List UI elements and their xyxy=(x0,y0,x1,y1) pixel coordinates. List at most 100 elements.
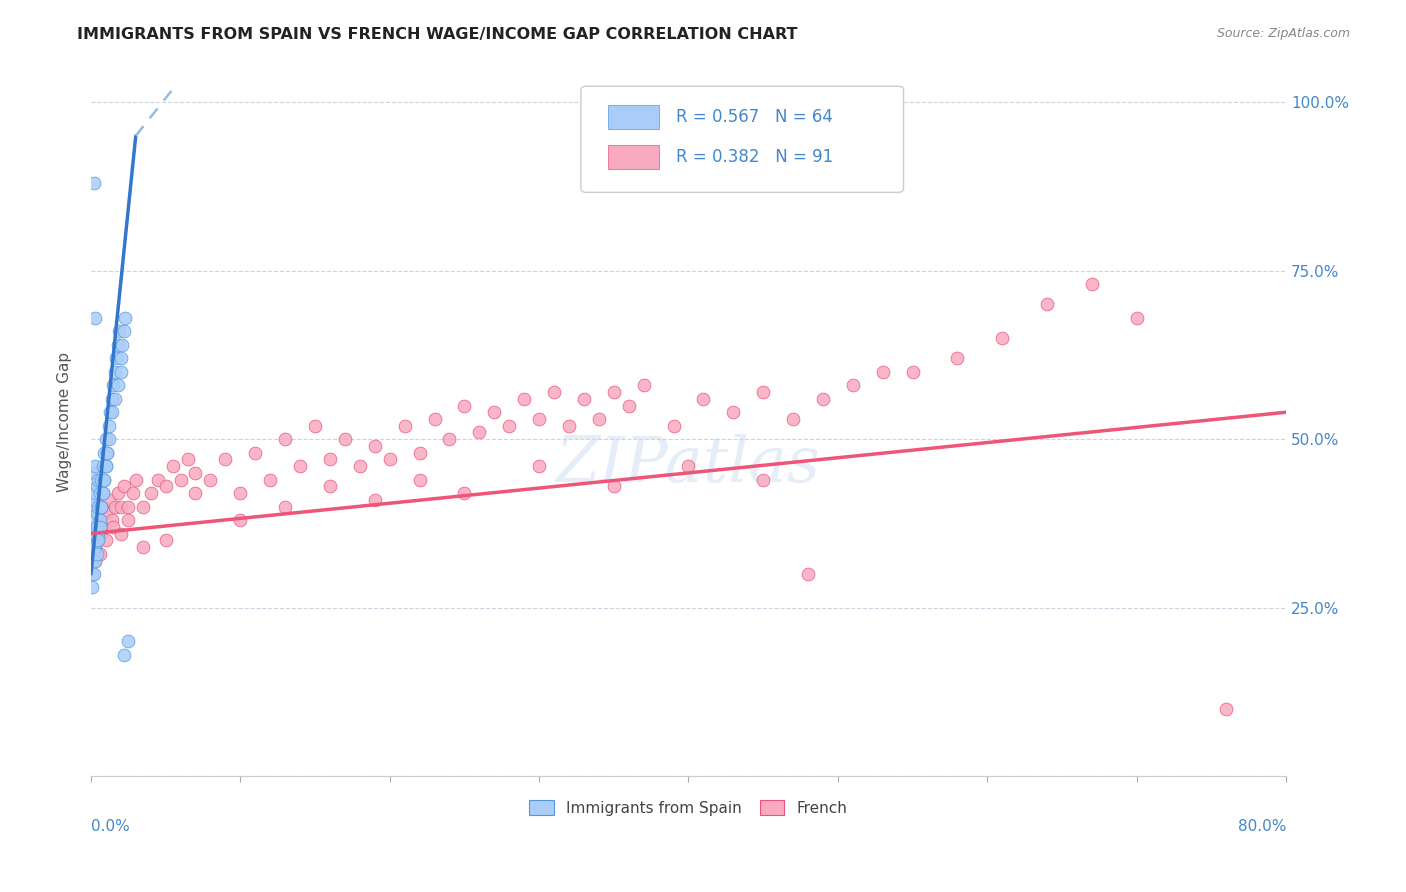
Point xyxy=(146,473,169,487)
Point xyxy=(811,392,834,406)
Point xyxy=(125,473,148,487)
Point xyxy=(90,500,112,514)
Point xyxy=(259,473,281,487)
Point xyxy=(101,392,124,406)
Point xyxy=(104,500,127,514)
Point xyxy=(797,566,820,581)
Point xyxy=(82,553,104,567)
Point xyxy=(1081,277,1104,292)
Point xyxy=(245,445,267,459)
Point xyxy=(288,459,311,474)
Point xyxy=(107,486,129,500)
FancyBboxPatch shape xyxy=(581,87,904,193)
Point xyxy=(155,533,177,548)
Point xyxy=(214,452,236,467)
Point xyxy=(91,500,114,514)
Point xyxy=(111,338,134,352)
Point xyxy=(782,412,804,426)
Point xyxy=(82,581,104,595)
Point xyxy=(93,473,115,487)
Point xyxy=(527,412,550,426)
Point xyxy=(112,648,135,662)
Point xyxy=(83,540,105,554)
Point xyxy=(83,547,105,561)
Text: IMMIGRANTS FROM SPAIN VS FRENCH WAGE/INCOME GAP CORRELATION CHART: IMMIGRANTS FROM SPAIN VS FRENCH WAGE/INC… xyxy=(77,27,797,42)
Point xyxy=(87,533,110,548)
Point xyxy=(453,486,475,500)
Point xyxy=(229,513,252,527)
Point xyxy=(110,351,132,366)
Point xyxy=(83,176,105,190)
Point xyxy=(117,513,139,527)
Point xyxy=(83,566,105,581)
Point xyxy=(752,384,775,399)
Point xyxy=(114,310,136,325)
Point xyxy=(87,533,110,548)
Point xyxy=(83,526,105,541)
Point xyxy=(93,520,115,534)
Point xyxy=(378,452,401,467)
Point xyxy=(110,526,132,541)
Point xyxy=(87,473,110,487)
Text: R = 0.567   N = 64: R = 0.567 N = 64 xyxy=(676,108,834,126)
Point xyxy=(97,432,120,446)
Point xyxy=(96,445,118,459)
Point xyxy=(101,513,124,527)
Point xyxy=(423,412,446,426)
Point xyxy=(93,445,115,459)
Point xyxy=(87,500,110,514)
Point xyxy=(84,310,107,325)
Point xyxy=(200,473,222,487)
Text: 80.0%: 80.0% xyxy=(1237,819,1286,834)
FancyBboxPatch shape xyxy=(609,104,658,128)
Point xyxy=(91,459,114,474)
Point xyxy=(84,526,107,541)
Point xyxy=(513,392,536,406)
Point xyxy=(108,324,131,338)
Point xyxy=(946,351,969,366)
Point xyxy=(110,365,132,379)
Point xyxy=(104,365,127,379)
Point xyxy=(107,338,129,352)
Point xyxy=(117,500,139,514)
Y-axis label: Wage/Income Gap: Wage/Income Gap xyxy=(58,352,72,492)
Point xyxy=(603,479,626,493)
Point xyxy=(572,392,595,406)
Point xyxy=(408,473,430,487)
Point xyxy=(91,486,114,500)
Point xyxy=(107,378,129,392)
Point xyxy=(82,526,104,541)
Point xyxy=(184,486,207,500)
Point xyxy=(723,405,745,419)
Point xyxy=(89,486,111,500)
Point xyxy=(527,459,550,474)
FancyBboxPatch shape xyxy=(609,145,658,169)
Point xyxy=(633,378,655,392)
Point xyxy=(991,331,1014,345)
Point xyxy=(84,540,107,554)
Point xyxy=(155,479,177,493)
Point xyxy=(91,486,114,500)
Point xyxy=(97,492,120,507)
Point xyxy=(319,479,342,493)
Text: ZIPatlas: ZIPatlas xyxy=(555,434,821,496)
Point xyxy=(84,486,107,500)
Point xyxy=(752,473,775,487)
Point xyxy=(439,432,461,446)
Point xyxy=(98,405,121,419)
Point xyxy=(89,513,111,527)
Point xyxy=(1215,702,1237,716)
Point xyxy=(319,452,342,467)
Point xyxy=(104,392,127,406)
Point xyxy=(872,365,894,379)
Point xyxy=(1125,310,1147,325)
Point xyxy=(86,533,108,548)
Point xyxy=(1036,297,1059,311)
Point xyxy=(103,378,125,392)
Point xyxy=(453,399,475,413)
Point xyxy=(90,473,112,487)
Point xyxy=(588,412,610,426)
Point xyxy=(86,506,108,520)
Point xyxy=(96,445,118,459)
Point xyxy=(86,479,108,493)
